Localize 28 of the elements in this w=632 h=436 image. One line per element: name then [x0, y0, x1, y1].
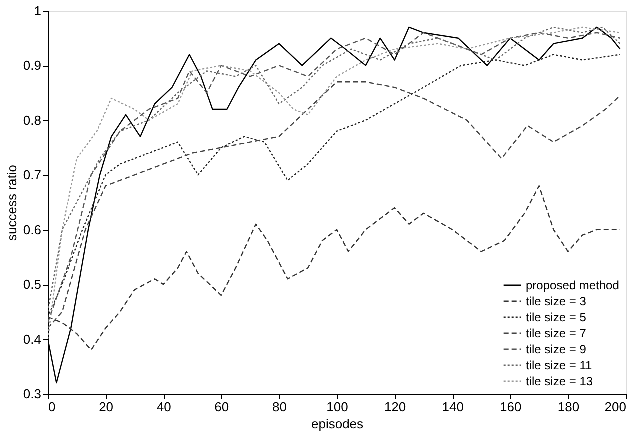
- x-tick-label: 200: [604, 400, 626, 414]
- y-axis-title: success ratio: [4, 165, 20, 241]
- x-tick-label: 20: [99, 400, 114, 414]
- y-tick-label: 0.4: [23, 332, 42, 347]
- x-tick-label: 100: [326, 400, 348, 414]
- y-tick-label: 0.7: [23, 168, 42, 183]
- legend-label: tile size = 9: [526, 342, 587, 356]
- legend-label: tile size = 5: [526, 310, 587, 324]
- x-axis-title: episodes: [311, 416, 364, 432]
- legend-label: tile size = 13: [526, 374, 594, 388]
- legend-label: tile size = 11: [526, 358, 592, 372]
- legend-label: tile size = 7: [526, 326, 587, 340]
- y-tick-label: 0.8: [23, 112, 42, 128]
- x-tick-label: 60: [214, 400, 230, 414]
- y-tick-label: 0.6: [23, 222, 42, 238]
- x-tick-label: 120: [384, 400, 406, 414]
- legend-label: tile size = 3: [526, 294, 587, 308]
- x-tick-label: 140: [442, 400, 464, 414]
- y-tick-label: 0.5: [23, 277, 42, 292]
- y-tick-label: 0.3: [23, 386, 42, 402]
- legend-label: proposed method: [526, 278, 620, 292]
- x-tick-label: 80: [272, 400, 287, 414]
- y-tick-label: 1: [34, 4, 42, 18]
- y-tick-label: 0.9: [23, 58, 42, 74]
- x-tick-label: 40: [156, 400, 172, 414]
- x-tick-label: 160: [500, 400, 522, 414]
- x-tick-label: 180: [558, 400, 580, 414]
- x-tick-label: 0: [48, 400, 56, 414]
